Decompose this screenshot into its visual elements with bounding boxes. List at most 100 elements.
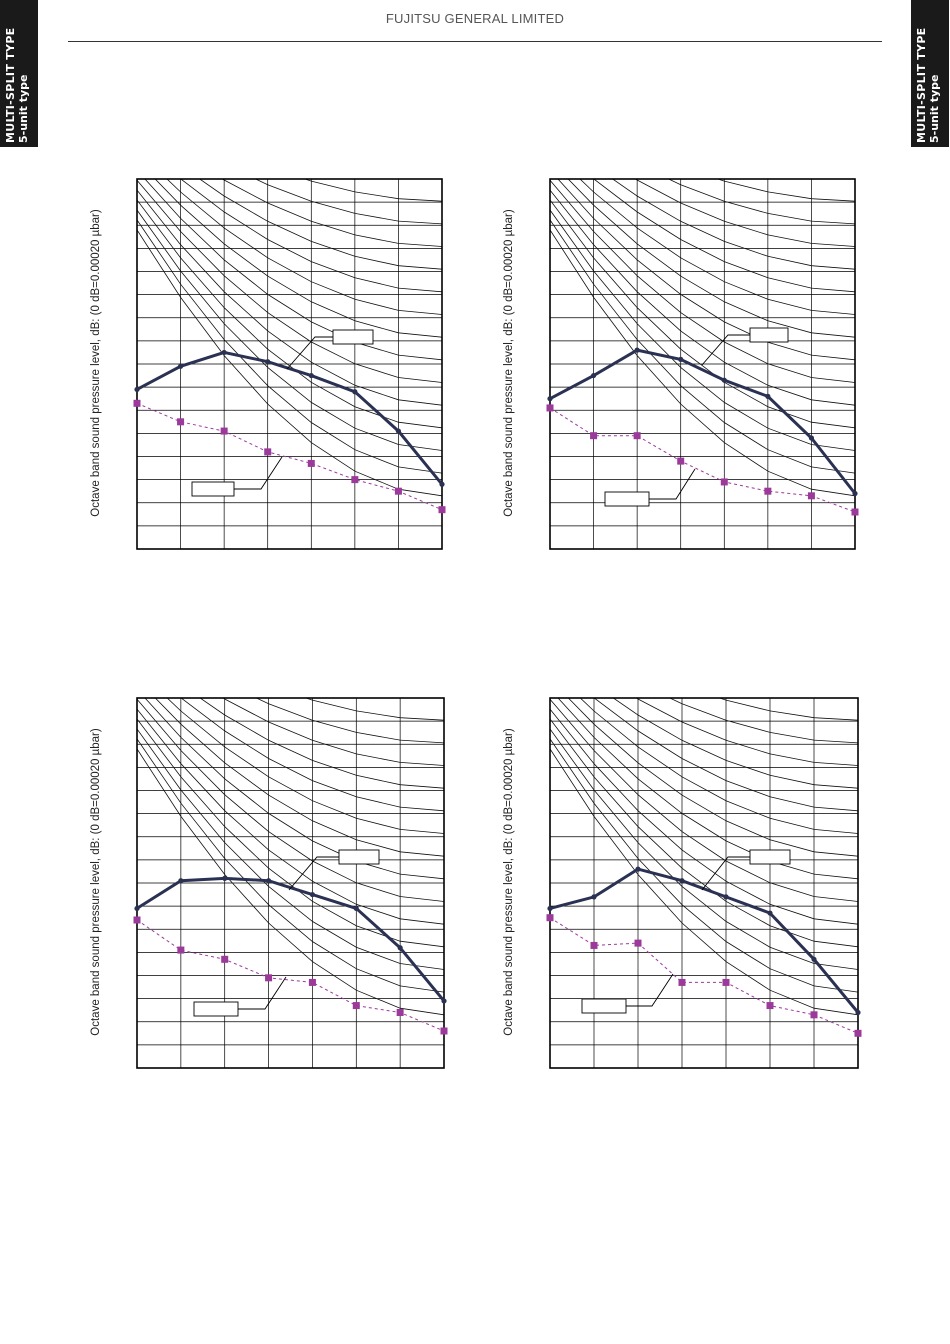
data-point-series-1: [397, 945, 403, 951]
data-point-series-1: [134, 905, 140, 912]
chart-1-ylabel: Octave band sound pressure level, dB: (0…: [90, 209, 102, 517]
data-point-series-1: [395, 428, 402, 434]
data-point-series-1: [723, 894, 729, 900]
data-point-series-2: [440, 1027, 448, 1035]
data-point-series-1: [808, 435, 815, 441]
data-point-series-1: [591, 894, 597, 900]
nc-curve: [199, 698, 444, 789]
callout-box: [332, 329, 374, 345]
data-point-series-1: [265, 359, 271, 365]
nc-curve: [137, 179, 442, 383]
nc-curve: [137, 189, 442, 406]
nc-curves: [550, 179, 855, 497]
data-point-series-2: [265, 974, 273, 982]
side-tab-subtitle: 5-unit type: [928, 74, 941, 143]
chart-2: [546, 178, 859, 550]
nc-curve: [611, 179, 855, 270]
data-point-series-2: [177, 946, 185, 954]
chart-4-ylabel: Octave band sound pressure level, dB: (0…: [503, 728, 515, 1036]
nc-curve: [668, 698, 858, 744]
nc-curve: [304, 698, 444, 721]
nc-curve: [716, 179, 855, 202]
series-line-1: [549, 348, 857, 495]
data-point-series-2: [220, 427, 228, 435]
callout-box: [604, 491, 650, 507]
data-point-series-1: [547, 396, 553, 402]
header-divider: [68, 41, 882, 42]
nc-curve: [154, 698, 444, 857]
callout-box: [193, 1001, 239, 1017]
nc-curve: [667, 179, 855, 225]
data-point-series-1: [590, 372, 597, 379]
nc-curve: [254, 179, 442, 225]
nc-curve: [579, 179, 855, 315]
nc-curve: [166, 698, 444, 834]
data-point-series-2: [438, 506, 446, 514]
nc-curve: [137, 728, 444, 970]
data-point-series-1: [177, 363, 184, 369]
callout-box: [191, 481, 235, 497]
data-point-series-1: [134, 386, 140, 393]
nc-curve: [303, 179, 442, 202]
data-point-series-1: [547, 905, 553, 912]
nc-curve: [593, 179, 855, 293]
data-point-series-1: [265, 878, 272, 884]
data-point-series-2: [590, 432, 598, 440]
side-tab-title: MULTI-SPLIT TYPE: [4, 27, 17, 144]
chart-4: [546, 697, 862, 1069]
nc-curve: [144, 179, 442, 361]
series-line-2: [136, 402, 443, 511]
callout-box: [749, 849, 791, 865]
data-point-series-1: [765, 393, 771, 399]
data-point-series-1: [721, 377, 727, 383]
nc-curve: [718, 698, 858, 721]
data-point-series-2: [352, 1002, 360, 1010]
data-point-series-1: [309, 891, 316, 898]
data-point-series-2: [264, 448, 272, 456]
series-line-2: [136, 919, 445, 1032]
data-point-series-2: [810, 1011, 818, 1019]
data-point-series-2: [546, 914, 554, 922]
nc-curve: [593, 698, 858, 812]
chart-2-ylabel: Octave band sound pressure level, dB: (0…: [503, 209, 515, 517]
nc-curve: [137, 229, 442, 497]
data-point-series-2: [764, 487, 772, 495]
chart-3: [133, 697, 448, 1069]
data-point-series-1: [678, 356, 684, 362]
nc-curve: [222, 698, 444, 766]
nc-curve: [137, 718, 444, 948]
callout-box: [338, 849, 380, 865]
callout-leader: [626, 973, 674, 1007]
nc-curve: [567, 698, 858, 857]
nc-curve: [137, 708, 444, 925]
chart-1: [133, 178, 446, 550]
data-point-series-2: [546, 404, 554, 412]
callout-leader: [234, 456, 283, 490]
side-tab-subtitle: 5-unit type: [17, 74, 30, 143]
data-point-series-2: [807, 492, 815, 500]
nc-curve: [567, 179, 855, 338]
data-point-series-2: [394, 487, 402, 495]
series-line-1: [549, 867, 860, 1014]
data-point-series-2: [851, 508, 859, 516]
data-point-series-1: [178, 878, 184, 884]
series-line-2: [549, 407, 856, 513]
nc-curve: [550, 738, 858, 993]
data-point-series-2: [133, 916, 141, 924]
nc-curve: [557, 698, 858, 880]
nc-curve: [198, 179, 442, 270]
company-name: FUJITSU GENERAL LIMITED: [385, 11, 565, 26]
data-point-series-2: [720, 478, 728, 486]
plot-frame: [549, 178, 856, 550]
nc-curve: [255, 698, 444, 744]
data-point-series-2: [677, 457, 685, 465]
side-tab-right: MULTI-SPLIT TYPE 5-unit type: [911, 0, 949, 147]
data-point-series-2: [633, 432, 641, 440]
nc-curve: [550, 748, 858, 1016]
nc-curve: [180, 698, 444, 812]
nc-curve: [137, 748, 444, 1016]
series-line-1: [136, 876, 446, 1002]
data-point-series-1: [221, 349, 227, 356]
series-line-1: [136, 350, 444, 486]
nc-curve: [550, 199, 855, 429]
